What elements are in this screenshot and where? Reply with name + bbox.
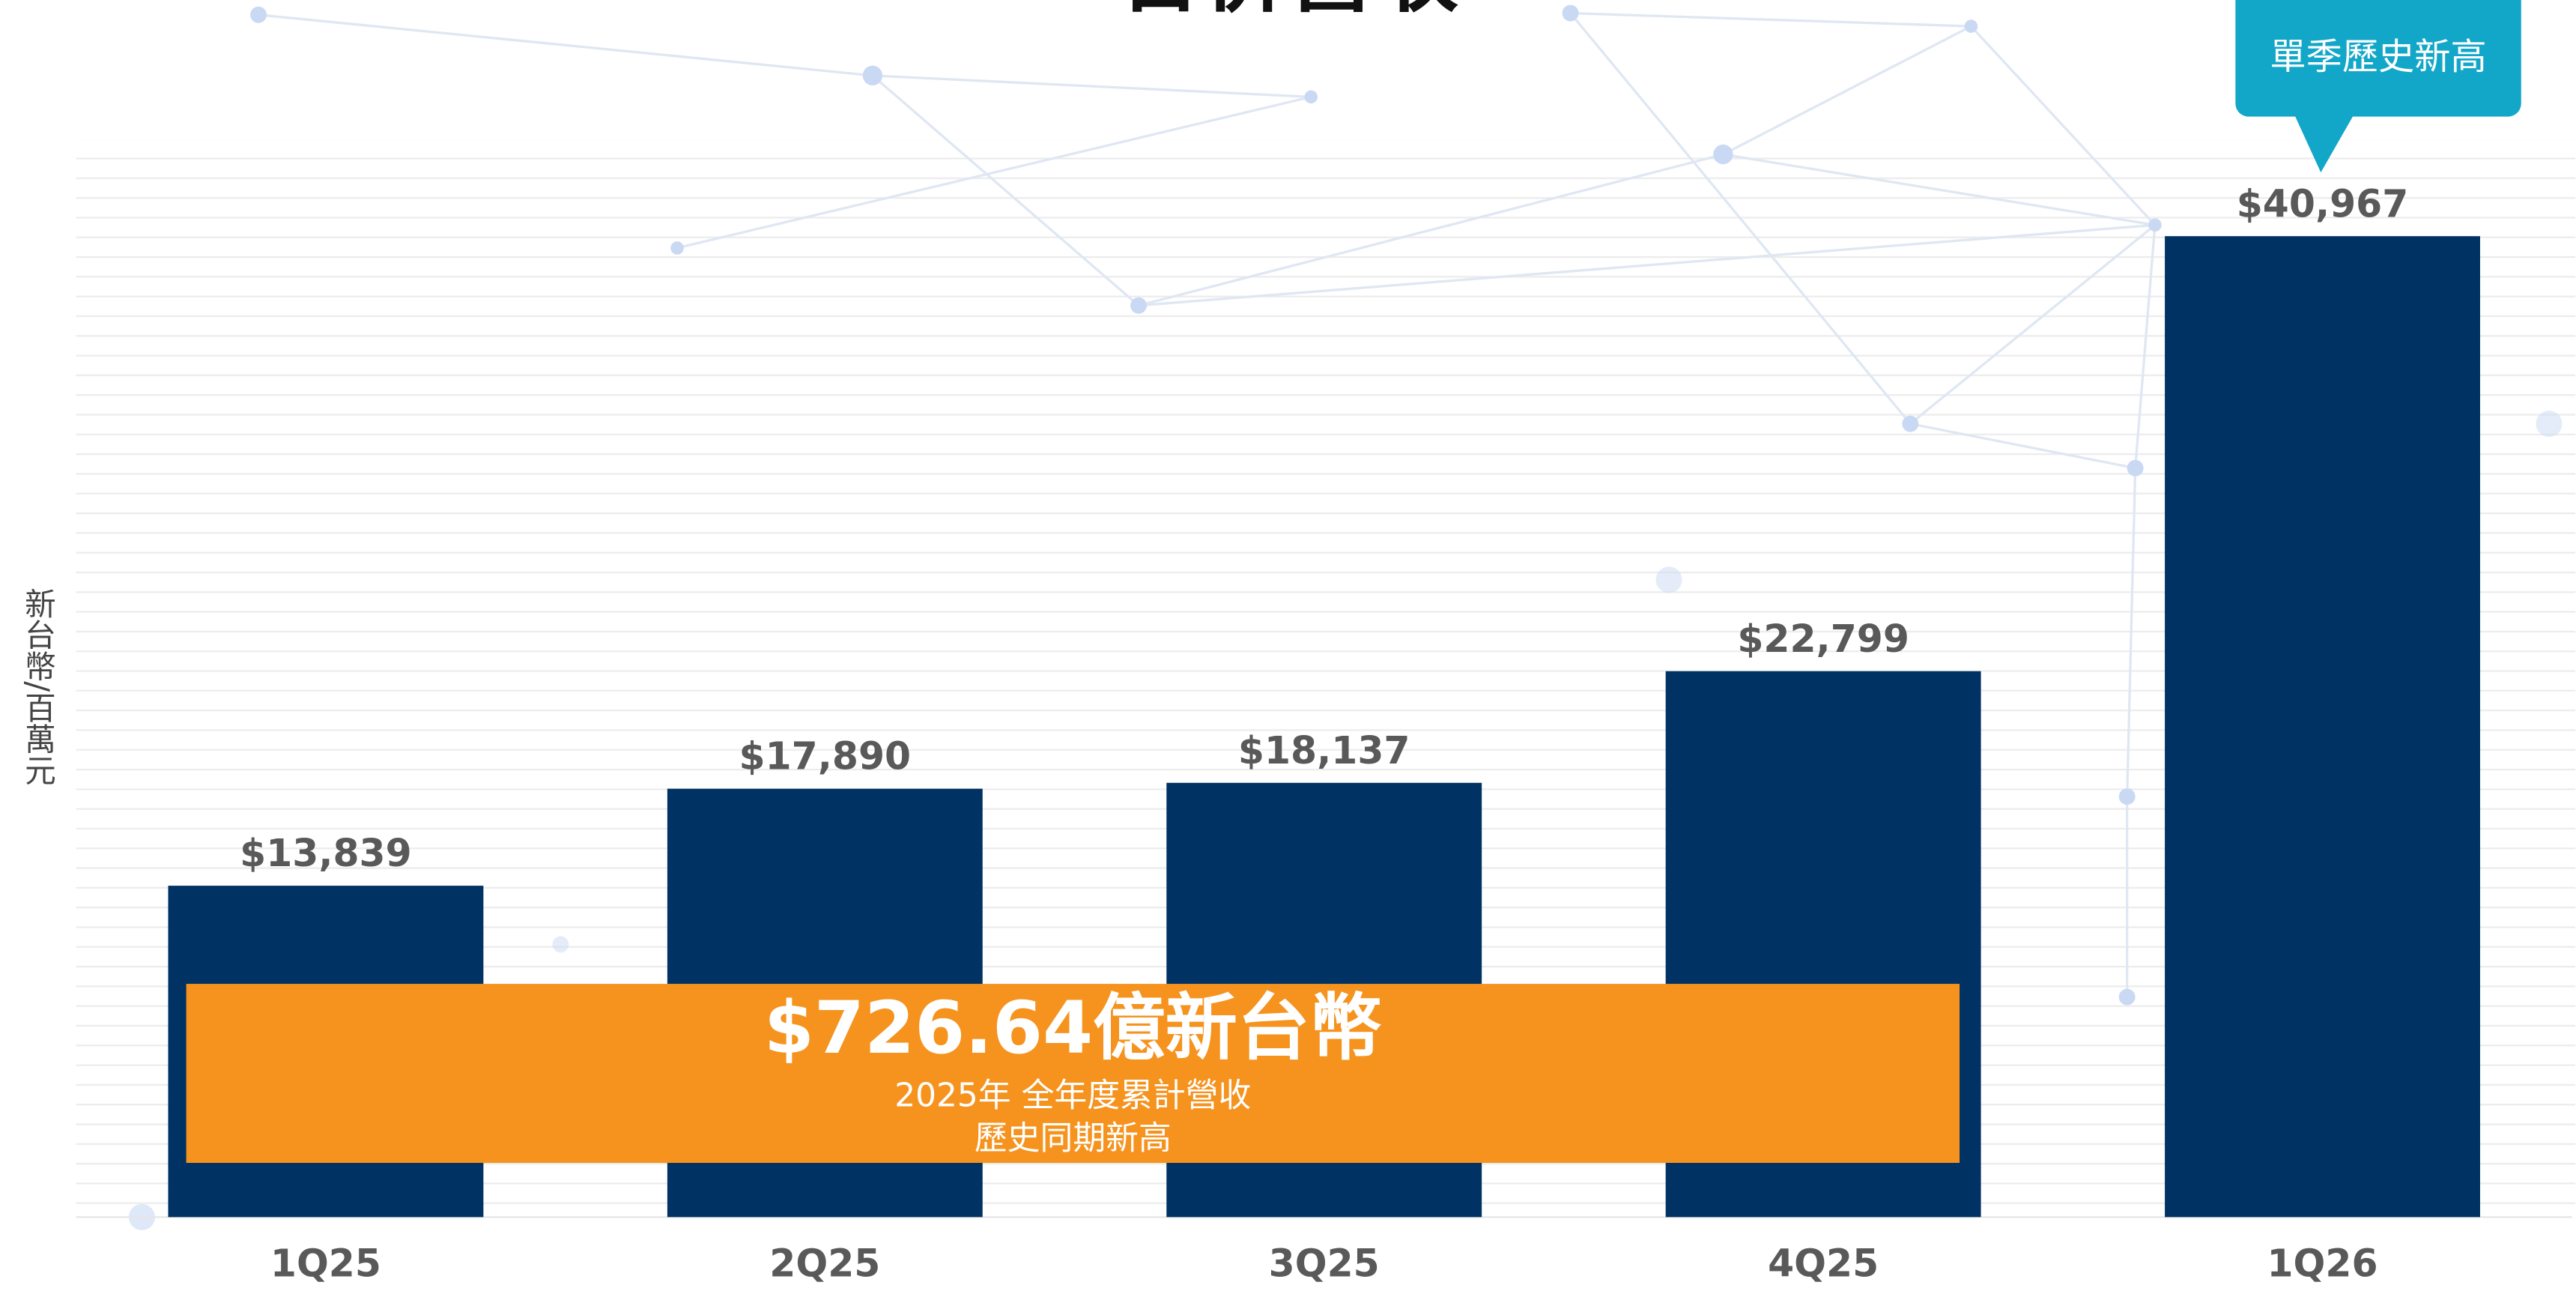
- value-label: $22,799: [1737, 617, 1909, 661]
- x-tick-label: 3Q25: [1269, 1242, 1380, 1286]
- x-tick-label: 1Q25: [270, 1242, 381, 1286]
- chart-title: 合併營收: [1118, 0, 1459, 24]
- value-label: $40,967: [2237, 181, 2409, 226]
- bar: [2165, 236, 2480, 1218]
- value-label: $17,890: [739, 734, 912, 778]
- banner-subtitle: 2025年 全年度累計營收: [894, 1076, 1251, 1114]
- summary-banner: [186, 984, 1960, 1164]
- x-tick-label: 4Q25: [1768, 1242, 1879, 1286]
- banner-subtitle: 歷史同期新高: [975, 1119, 1172, 1157]
- callout-pointer: [2294, 115, 2354, 173]
- network-nodes: [128, 4, 2563, 1230]
- x-tick-label: 2Q25: [769, 1242, 880, 1286]
- value-label: $18,137: [1238, 728, 1410, 773]
- value-label: $13,839: [240, 831, 412, 875]
- y-axis-label: 新台幣/百萬元: [19, 587, 56, 785]
- x-tick-label: 1Q26: [2267, 1242, 2378, 1286]
- callout-box: [2235, 0, 2521, 117]
- banner-headline: $726.64億新台幣: [764, 985, 1382, 1070]
- callout-text: 單季歷史新高: [2270, 36, 2486, 78]
